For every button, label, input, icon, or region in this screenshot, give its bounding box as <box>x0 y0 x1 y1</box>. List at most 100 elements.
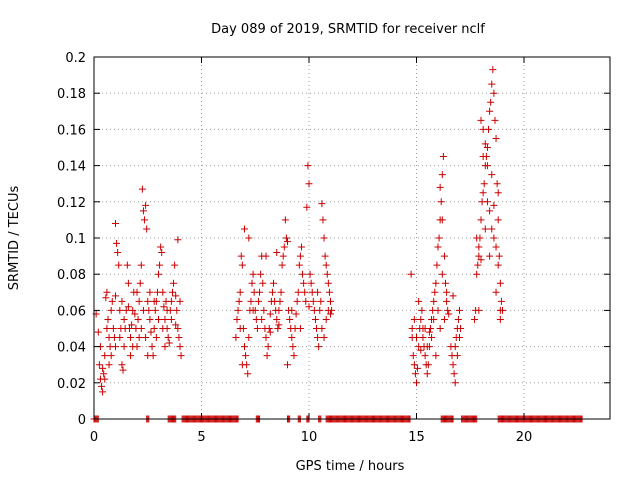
data-point <box>421 325 429 332</box>
data-point <box>100 370 108 378</box>
data-point <box>481 225 489 233</box>
data-point <box>118 361 126 369</box>
data-point <box>496 315 504 323</box>
data-point <box>410 315 418 323</box>
y-tick-label: 0.14 <box>57 160 86 175</box>
data-point <box>279 252 287 260</box>
data-point <box>492 243 500 251</box>
data-point <box>273 315 281 323</box>
data-point <box>475 252 483 260</box>
data-point <box>486 252 494 260</box>
data-point <box>443 297 451 305</box>
data-point <box>497 297 505 305</box>
data-point <box>101 375 109 383</box>
data-point <box>477 216 485 224</box>
data-point <box>419 334 427 342</box>
data-point <box>473 234 481 242</box>
data-point <box>241 343 248 351</box>
data-point <box>119 366 127 374</box>
data-point <box>437 198 445 206</box>
data-point <box>249 306 257 314</box>
data-point <box>290 352 298 360</box>
data-point <box>129 343 137 351</box>
data-point <box>449 361 457 369</box>
data-point <box>257 270 265 278</box>
data-point <box>102 294 110 302</box>
data-point <box>242 352 250 360</box>
y-axis-label: SRMTID / TECUs <box>7 186 22 291</box>
x-tick-label: 15 <box>408 430 425 445</box>
data-point <box>475 306 483 314</box>
data-point <box>142 201 150 209</box>
data-point <box>161 343 169 351</box>
data-point <box>124 279 132 287</box>
data-point <box>236 325 244 332</box>
data-point <box>418 306 426 314</box>
data-point <box>270 279 278 287</box>
data-point <box>325 288 333 296</box>
data-point <box>155 270 162 278</box>
data-point <box>410 361 418 369</box>
data-point <box>454 315 462 323</box>
data-point <box>171 261 179 269</box>
grid-lines <box>94 57 610 419</box>
data-point <box>144 297 152 305</box>
data-point <box>490 234 498 242</box>
data-point <box>150 297 158 305</box>
data-point <box>107 306 115 314</box>
data-point <box>127 352 135 360</box>
data-point <box>123 261 131 269</box>
data-point <box>292 310 300 318</box>
data-point <box>105 361 113 369</box>
data-point <box>456 334 463 342</box>
data-point <box>112 220 119 228</box>
data-point <box>494 189 502 197</box>
x-axis-label: GPS time / hours <box>296 459 405 474</box>
data-point <box>488 80 496 88</box>
data-point <box>148 343 156 351</box>
data-point <box>103 325 111 332</box>
data-point <box>311 315 319 323</box>
data-point <box>247 297 255 305</box>
data-point <box>327 297 334 305</box>
data-point <box>425 328 433 336</box>
data-point <box>114 248 122 256</box>
data-point <box>137 325 145 332</box>
data-point <box>262 252 270 260</box>
data-point <box>318 200 326 208</box>
data-point <box>160 303 168 311</box>
data-point <box>440 315 448 323</box>
data-point <box>109 325 117 332</box>
data-point <box>490 201 498 209</box>
data-point <box>118 297 126 305</box>
data-point <box>233 315 241 323</box>
data-point <box>483 144 491 151</box>
data-point <box>453 352 461 360</box>
data-point <box>494 216 502 224</box>
data-point <box>116 306 124 314</box>
data-point <box>286 315 294 323</box>
data-point <box>165 339 173 347</box>
data-point <box>170 279 178 287</box>
data-point <box>249 270 257 278</box>
data-point <box>475 243 483 251</box>
data-point <box>474 261 482 269</box>
data-point <box>493 180 501 188</box>
data-point <box>473 270 481 278</box>
data-point <box>254 297 262 305</box>
data-point <box>282 234 290 242</box>
data-point <box>262 334 270 342</box>
data-point <box>167 315 175 323</box>
data-point <box>174 325 182 332</box>
data-point <box>492 288 500 296</box>
data-point <box>322 261 330 269</box>
data-point <box>155 315 162 323</box>
data-point <box>318 325 326 332</box>
data-point <box>323 270 331 278</box>
data-point <box>324 306 332 314</box>
data-point <box>295 261 303 269</box>
data-point <box>438 270 446 278</box>
data-point <box>496 306 504 314</box>
data-point <box>477 116 485 124</box>
